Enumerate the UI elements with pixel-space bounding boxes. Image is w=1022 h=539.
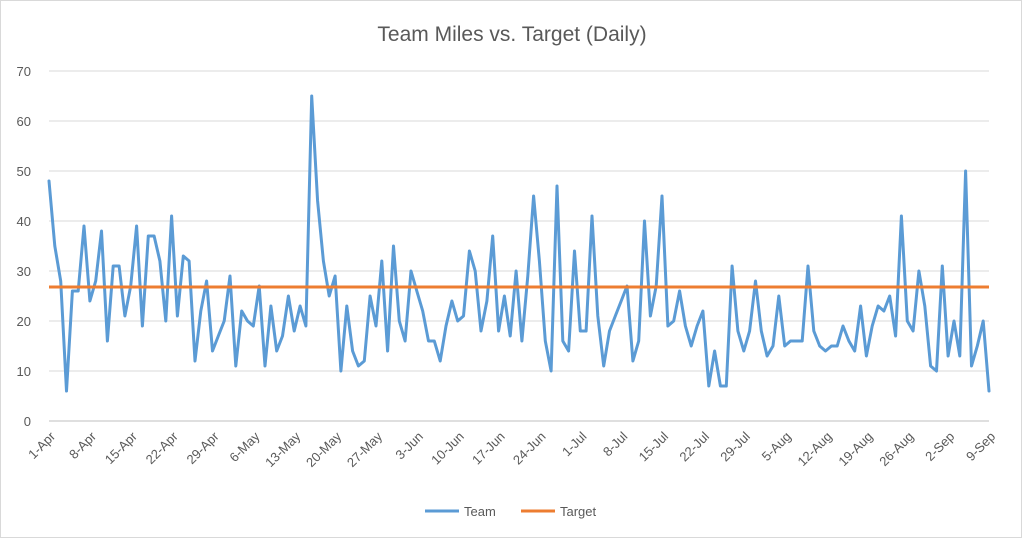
y-tick-label: 30 — [17, 264, 31, 279]
x-tick: 29-Apr — [183, 428, 222, 467]
gridlines — [49, 70, 989, 422]
x-tick-label: 29-Jul — [717, 429, 753, 465]
x-tick-label: 2-Sep — [922, 429, 957, 464]
x-tick: 10-Jun — [428, 429, 467, 468]
x-tick: 20-May — [303, 428, 345, 470]
series-layer — [47, 94, 991, 393]
x-tick: 26-Aug — [876, 429, 916, 469]
x-tick-label: 27-May — [344, 428, 386, 470]
legend-team-label: Team — [464, 504, 496, 519]
x-tick-label: 12-Aug — [794, 429, 834, 469]
x-tick: 24-Jun — [510, 429, 549, 468]
y-tick-label: 20 — [17, 314, 31, 329]
x-tick: 15-Apr — [102, 428, 141, 467]
x-tick-label: 6-May — [226, 428, 262, 464]
x-tick-label: 29-Apr — [183, 428, 222, 467]
x-tick-label: 8-Apr — [66, 428, 100, 462]
x-tick: 19-Aug — [835, 429, 875, 469]
x-tick-label: 17-Jun — [469, 429, 508, 468]
y-tick-label: 70 — [17, 64, 31, 79]
y-axis-ticks: 0 10 20 30 40 50 60 70 — [17, 64, 31, 429]
x-tick: 6-May — [226, 428, 262, 464]
y-tick-label: 60 — [17, 114, 31, 129]
x-tick-label: 22-Jul — [676, 429, 712, 465]
y-tick-label: 0 — [24, 414, 31, 429]
x-tick-label: 15-Jul — [636, 429, 672, 465]
x-tick: 1-Apr — [25, 428, 59, 462]
x-tick: 3-Jun — [392, 429, 426, 463]
x-tick: 8-Apr — [66, 428, 100, 462]
x-tick: 9-Sep — [963, 429, 998, 464]
x-tick: 29-Jul — [717, 429, 753, 465]
x-tick: 22-Jul — [676, 429, 712, 465]
x-tick: 8-Jul — [600, 429, 631, 460]
x-tick-label: 19-Aug — [835, 429, 875, 469]
x-tick-label: 24-Jun — [510, 429, 549, 468]
x-tick: 13-May — [262, 428, 304, 470]
x-tick-label: 8-Jul — [600, 429, 631, 460]
x-tick: 22-Apr — [143, 428, 182, 467]
x-tick: 12-Aug — [794, 429, 834, 469]
x-tick: 2-Sep — [922, 429, 957, 464]
x-tick-label: 10-Jun — [428, 429, 467, 468]
y-tick-label: 50 — [17, 164, 31, 179]
chart-title: Team Miles vs. Target (Daily) — [377, 23, 646, 46]
x-tick: 15-Jul — [636, 429, 672, 465]
x-tick-label: 5-Aug — [759, 429, 794, 464]
x-axis-ticks: 1-Apr 8-Apr 15-Apr 22-Apr 29-Apr 6-May 13-May 2… — [25, 428, 998, 470]
y-tick-label: 10 — [17, 364, 31, 379]
x-tick-label: 26-Aug — [876, 429, 916, 469]
x-tick-label: 15-Apr — [102, 428, 141, 467]
x-tick-label: 20-May — [303, 428, 345, 470]
y-tick-label: 40 — [17, 214, 31, 229]
x-tick-label: 9-Sep — [963, 429, 998, 464]
x-tick: 5-Aug — [759, 429, 794, 464]
series-line-team — [47, 94, 991, 393]
x-tick-label: 3-Jun — [392, 429, 426, 463]
legend: Team Target — [425, 504, 597, 519]
legend-target-label: Target — [560, 504, 597, 519]
x-tick-label: 22-Apr — [143, 428, 182, 467]
x-tick-label: 13-May — [262, 428, 304, 470]
x-tick: 17-Jun — [469, 429, 508, 468]
x-tick-label: 1-Jul — [559, 429, 590, 460]
x-tick: 27-May — [344, 428, 386, 470]
x-tick: 1-Jul — [559, 429, 590, 460]
x-tick-label: 1-Apr — [25, 428, 59, 462]
